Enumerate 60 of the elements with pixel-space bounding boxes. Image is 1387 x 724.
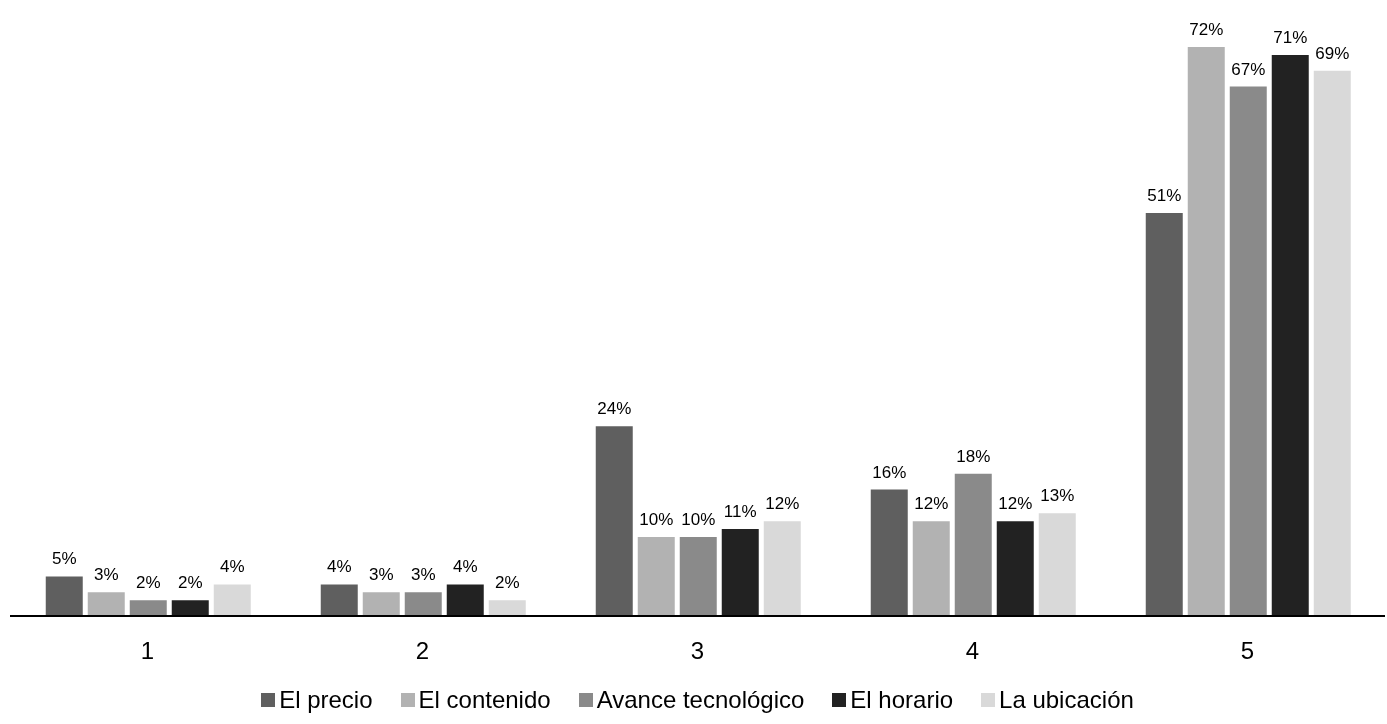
- data-label: 4%: [219, 557, 245, 577]
- data-label: 72%: [1189, 20, 1224, 39]
- bar: [320, 584, 358, 616]
- bar: [870, 489, 908, 616]
- bar: [763, 521, 801, 616]
- bar: [996, 521, 1034, 616]
- data-label: 24%: [597, 399, 632, 419]
- data-label: 10%: [681, 509, 716, 529]
- legend-label: La ubicación: [999, 686, 1134, 714]
- legend-label: Avance tecnológico: [596, 686, 805, 714]
- data-label: 12%: [914, 494, 949, 514]
- bar: [1038, 513, 1076, 616]
- bar: [87, 592, 125, 616]
- bar: [213, 584, 251, 616]
- bar: [912, 521, 950, 616]
- data-label: 71%: [1273, 27, 1308, 47]
- legend-label: El horario: [850, 686, 954, 714]
- x-tick-label: 4: [965, 637, 980, 665]
- data-label: 4%: [452, 557, 478, 577]
- data-label: 67%: [1231, 59, 1266, 79]
- data-label: 2%: [135, 573, 161, 593]
- data-label: 13%: [1040, 486, 1075, 506]
- bar: [362, 592, 400, 616]
- legend-label: El contenido: [418, 686, 551, 714]
- bar: [1229, 86, 1267, 616]
- x-tick-label: 5: [1240, 637, 1255, 665]
- data-label: 51%: [1147, 185, 1182, 205]
- data-label: 18%: [956, 446, 991, 466]
- bar: [171, 600, 209, 616]
- data-label: 3%: [93, 565, 119, 585]
- data-label: 2%: [494, 573, 520, 593]
- data-label: 16%: [872, 462, 907, 482]
- bar: [679, 536, 717, 616]
- data-label: 69%: [1315, 43, 1350, 63]
- data-label: 12%: [998, 494, 1033, 514]
- x-tick-label: 3: [690, 637, 705, 665]
- data-label: 3%: [368, 565, 394, 585]
- data-label: 2%: [177, 573, 203, 593]
- data-label: 12%: [765, 494, 800, 514]
- bar: [1145, 212, 1183, 616]
- x-tick-label: 2: [415, 637, 430, 665]
- bar: [45, 576, 83, 616]
- x-tick-label: 1: [140, 637, 155, 665]
- bar: [954, 473, 992, 616]
- data-label: 11%: [723, 502, 757, 522]
- bar: [488, 600, 526, 616]
- legend-label: El precio: [279, 686, 373, 714]
- data-label: 3%: [410, 565, 436, 585]
- bar: [721, 529, 759, 616]
- bar: [446, 584, 484, 616]
- bar: [1187, 47, 1225, 616]
- data-label: 4%: [326, 557, 352, 577]
- data-label: 5%: [51, 549, 77, 569]
- bar: [1271, 54, 1309, 616]
- bar: [595, 426, 633, 616]
- bar: [637, 536, 675, 616]
- bar: [404, 592, 442, 616]
- data-label: 10%: [639, 509, 674, 529]
- bar: [1313, 70, 1351, 616]
- bar: [129, 600, 167, 616]
